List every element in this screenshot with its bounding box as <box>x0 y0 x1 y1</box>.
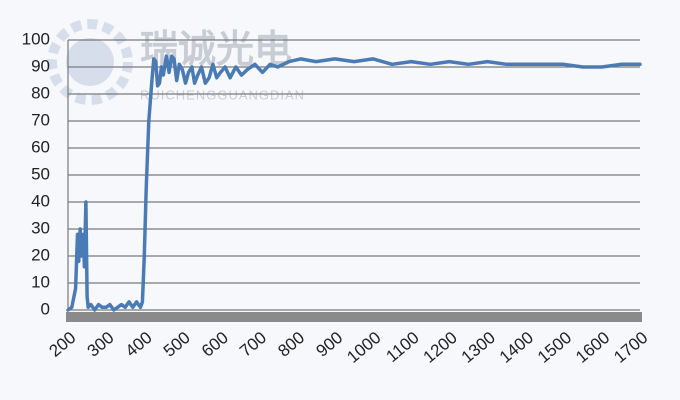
y-tick-label: 10 <box>31 272 50 291</box>
y-tick-label: 70 <box>31 110 50 129</box>
y-tick-label: 50 <box>31 164 50 183</box>
watermark-logo <box>47 19 133 105</box>
y-tick-label: 80 <box>31 83 50 102</box>
y-tick-label: 0 <box>41 299 50 318</box>
y-tick-label: 40 <box>31 191 50 210</box>
watermark-subtitle: RUICHENGGUANGDIAN <box>140 87 305 102</box>
y-tick-label: 100 <box>22 29 50 48</box>
y-tick-label: 30 <box>31 218 50 237</box>
y-tick-label: 90 <box>31 56 50 75</box>
y-tick-label: 20 <box>31 245 50 264</box>
floor <box>66 312 642 322</box>
y-tick-label: 60 <box>31 137 50 156</box>
data-line <box>66 54 642 312</box>
